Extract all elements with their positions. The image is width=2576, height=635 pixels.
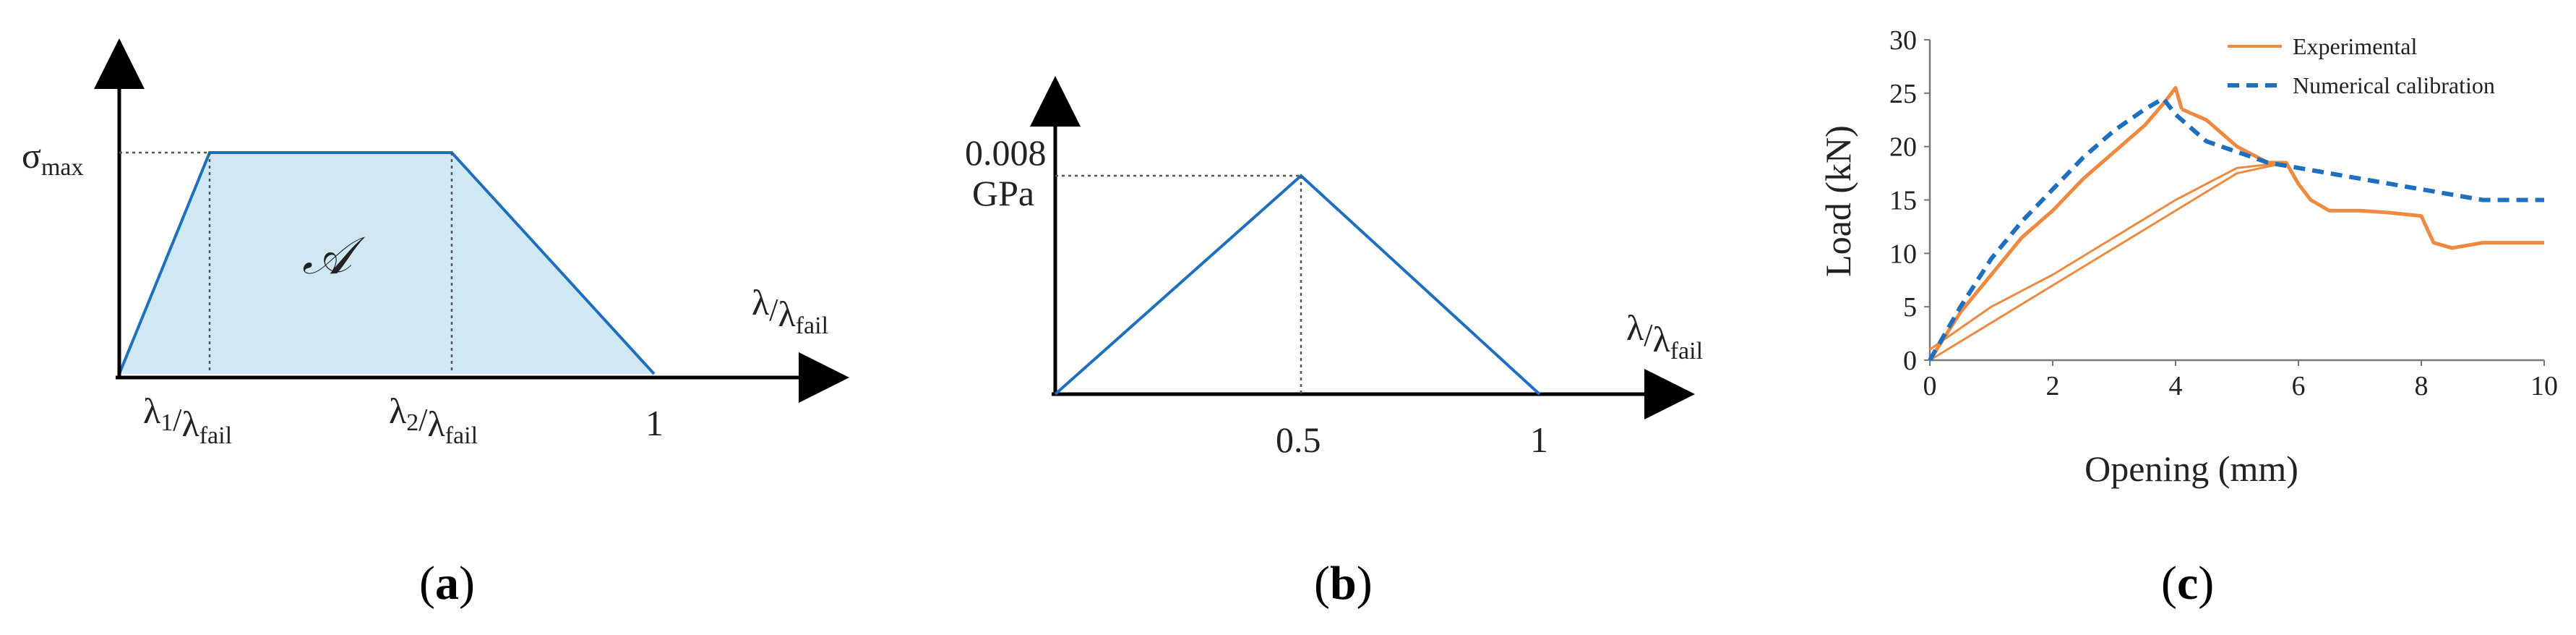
panel-a-label: (a) bbox=[419, 557, 475, 610]
panel-c-y-tick-label: 0 bbox=[1903, 346, 1917, 376]
panel-c-y-tick-label: 5 bbox=[1903, 292, 1917, 323]
legend-experimental-label: Experimental bbox=[2293, 33, 2417, 59]
panel-a-sigma-max-label: σmax bbox=[22, 135, 84, 181]
series-experimental-line bbox=[2181, 107, 2544, 250]
panel-c-x-tick-label: 4 bbox=[2169, 371, 2183, 401]
panel-a-trapezoid-line bbox=[118, 151, 656, 375]
series-experimental-line bbox=[1929, 161, 2287, 351]
panel-a-lambda1-tick: λ1/λfail bbox=[143, 391, 232, 449]
panel-c-y-tick-label: 30 bbox=[1889, 25, 1917, 56]
panel-a-x-axis-label: λ/λfail bbox=[752, 282, 828, 339]
series-experimental-line bbox=[1929, 161, 2287, 362]
panel-a: σmax 𝒜 λ/λfail λ1/λfail λ2/λfail 1 (a) bbox=[22, 38, 849, 610]
panel-b-triangle-line bbox=[1054, 174, 1541, 396]
panel-c-x-tick-label: 8 bbox=[2415, 371, 2429, 401]
panel-c-y-axis-label: Load (kN) bbox=[1818, 125, 1858, 277]
legend-numerical-calibration-label: Numerical calibration bbox=[2293, 72, 2495, 98]
panel-c-y-tick-label: 10 bbox=[1889, 239, 1917, 269]
panel-a-area-fill bbox=[119, 153, 654, 374]
panel-c-label: (c) bbox=[2161, 557, 2214, 610]
panel-b-peak-unit: GPa bbox=[972, 173, 1034, 213]
panel-c-x-tick-label: 0 bbox=[1923, 371, 1937, 401]
panel-b-peak-value: 0.008 bbox=[965, 132, 1047, 173]
panel-c-series bbox=[1928, 85, 2544, 362]
panel-c-y-tick-label: 20 bbox=[1889, 132, 1917, 163]
panel-c-x-tick-label: 6 bbox=[2292, 371, 2306, 401]
panel-b-tick-one: 1 bbox=[1530, 419, 1548, 460]
panel-c-y-tick-label: 15 bbox=[1889, 186, 1917, 216]
panel-c-x-axis-label: Opening (mm) bbox=[2085, 448, 2298, 489]
panel-a-lambda2-tick: λ2/λfail bbox=[389, 391, 478, 449]
panel-c-tick-labels: 0 2 4 6 8 10 0 5 10 15 20 25 30 bbox=[1889, 25, 2558, 401]
panel-b: 0.008 GPa λ/λfail 0.5 1 (b) bbox=[965, 76, 1703, 610]
panel-b-label: (b) bbox=[1314, 557, 1373, 610]
panel-c-legend: Experimental Numerical calibration bbox=[2228, 33, 2495, 98]
panel-b-tick-half: 0.5 bbox=[1276, 419, 1321, 460]
panel-c-x-tick-label: 2 bbox=[2046, 371, 2060, 401]
panel-c-y-tick-label: 25 bbox=[1889, 79, 1917, 109]
series-experimental-line bbox=[1928, 85, 2184, 362]
panel-c-x-tick-label: 10 bbox=[2530, 371, 2558, 401]
panel-a-one-tick: 1 bbox=[645, 403, 664, 443]
panel-c: 0 2 4 6 8 10 0 5 10 15 20 25 30 Experimental Numerica… bbox=[1818, 25, 2558, 610]
series-numerical-calibration-line bbox=[1928, 96, 2544, 362]
panel-b-x-axis-label: λ/λfail bbox=[1626, 307, 1703, 365]
panel-c-axes bbox=[1924, 39, 2545, 366]
